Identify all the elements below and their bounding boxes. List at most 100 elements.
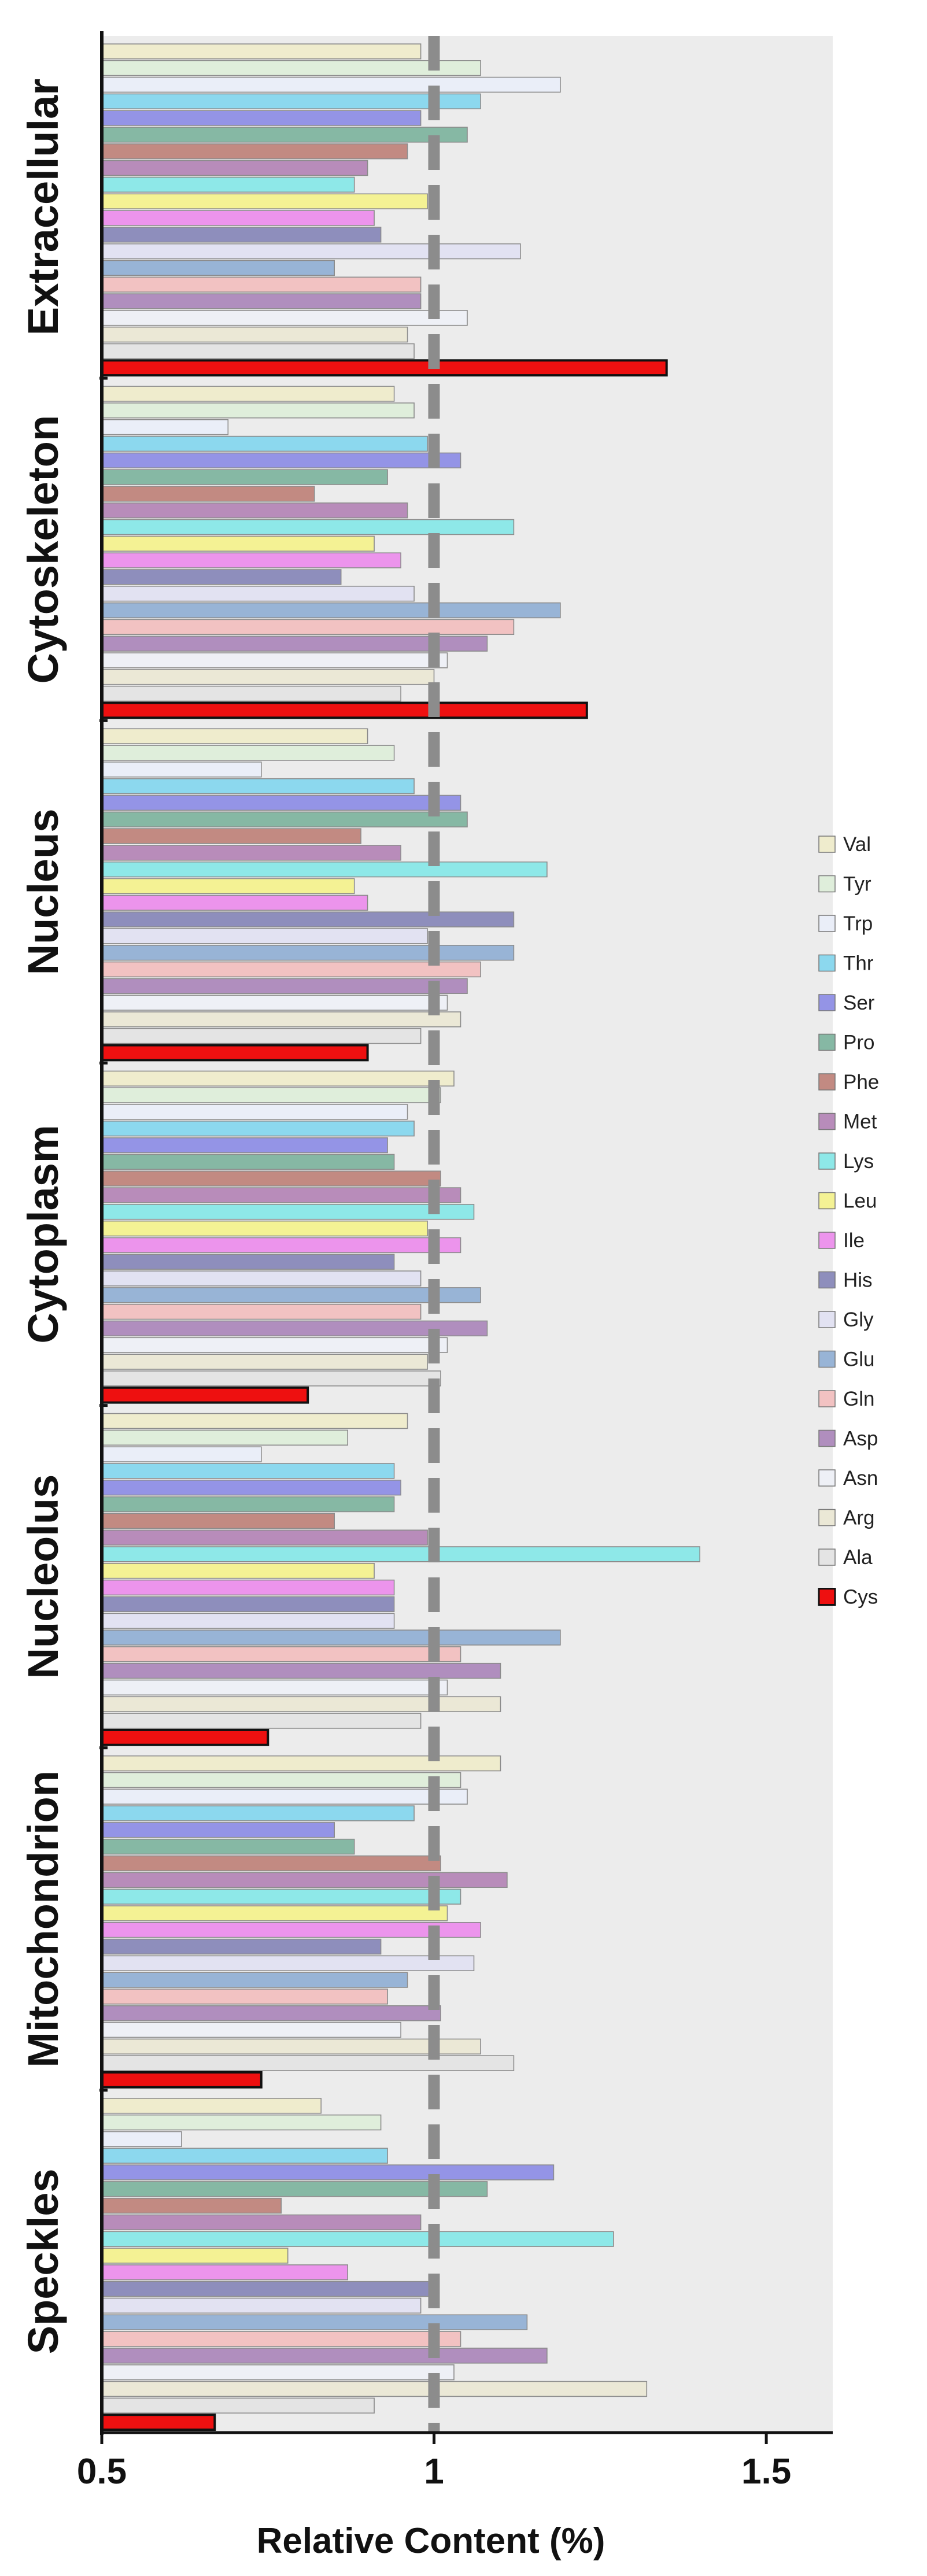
legend-swatch-ala bbox=[818, 1548, 836, 1566]
bar-nucleolus-thr bbox=[101, 1463, 395, 1479]
bar-extracellular-val bbox=[101, 43, 422, 60]
bar-extracellular-ala bbox=[101, 343, 415, 360]
bar-cytoplasm-trp bbox=[101, 1104, 408, 1120]
bar-extracellular-leu bbox=[101, 193, 428, 209]
legend-swatch-trp bbox=[818, 915, 836, 932]
bar-extracellular-gly bbox=[101, 243, 521, 260]
bar-speckles-trp bbox=[101, 2131, 182, 2148]
bar-cytoplasm-gly bbox=[101, 1270, 422, 1287]
legend-swatch-glu bbox=[818, 1350, 836, 1368]
bar-speckles-glu bbox=[101, 2314, 528, 2330]
bar-cytoskeleton-thr bbox=[101, 435, 428, 452]
legend-swatch-thr bbox=[818, 954, 836, 972]
group-label-nucleus: Nucleus bbox=[19, 808, 67, 975]
group-label-cytoplasm: Cytoplasm bbox=[19, 1125, 67, 1343]
bar-mitochondrion-his bbox=[101, 1938, 382, 1955]
bar-extracellular-glu bbox=[101, 260, 335, 276]
bar-mitochondrion-trp bbox=[101, 1788, 468, 1805]
bar-extracellular-his bbox=[101, 227, 382, 243]
bar-speckles-ala bbox=[101, 2397, 375, 2414]
bar-nucleus-tyr bbox=[101, 745, 395, 761]
bar-nucleus-lys bbox=[101, 861, 548, 878]
bar-nucleus-val bbox=[101, 728, 368, 744]
group-label-mitochondrion: Mitochondrion bbox=[19, 1771, 67, 2068]
legend-label-glu: Glu bbox=[843, 1348, 874, 1371]
legend-swatch-gln bbox=[818, 1390, 836, 1407]
legend-label-asn: Asn bbox=[843, 1467, 878, 1490]
bar-cytoplasm-tyr bbox=[101, 1087, 441, 1103]
bar-nucleolus-glu bbox=[101, 1629, 561, 1646]
bar-mitochondrion-gly bbox=[101, 1955, 475, 1971]
bar-extracellular-phe bbox=[101, 143, 408, 160]
bar-nucleolus-gly bbox=[101, 1613, 395, 1629]
bar-speckles-his bbox=[101, 2281, 435, 2297]
bar-extracellular-asp bbox=[101, 293, 422, 309]
bar-cytoskeleton-trp bbox=[101, 419, 229, 435]
bar-nucleolus-val bbox=[101, 1413, 408, 1429]
bar-nucleus-ser bbox=[101, 794, 461, 811]
axes-layer: 0.5 1 1.5 bbox=[77, 31, 833, 2492]
bar-extracellular-gln bbox=[101, 276, 422, 293]
bar-nucleolus-asp bbox=[101, 1662, 501, 1679]
bar-mitochondrion-lys bbox=[101, 1888, 461, 1905]
legend-swatch-leu bbox=[818, 1192, 836, 1210]
x-axis-title: Relative Content (%) bbox=[257, 2521, 605, 2561]
bar-cytoplasm-lys bbox=[101, 1204, 475, 1220]
bar-extracellular-ser bbox=[101, 110, 422, 126]
legend-swatch-val bbox=[818, 836, 836, 853]
bar-nucleolus-ile bbox=[101, 1579, 395, 1596]
bar-cytoplasm-arg bbox=[101, 1354, 428, 1370]
bar-cytoskeleton-gln bbox=[101, 619, 515, 635]
bar-cytoskeleton-phe bbox=[101, 486, 315, 502]
legend-label-phe: Phe bbox=[843, 1071, 879, 1093]
bar-cytoskeleton-gly bbox=[101, 585, 415, 602]
bar-mitochondrion-thr bbox=[101, 1805, 415, 1821]
x-tick-label: 1 bbox=[424, 2452, 444, 2492]
legend-label-val: Val bbox=[843, 833, 871, 856]
bar-nucleus-gln bbox=[101, 961, 481, 978]
bar-speckles-tyr bbox=[101, 2114, 382, 2131]
bar-nucleolus-cys bbox=[101, 1728, 269, 1746]
bar-cytoskeleton-met bbox=[101, 502, 408, 519]
bars-layer bbox=[101, 43, 700, 2431]
bar-cytoskeleton-asn bbox=[101, 652, 448, 668]
bar-nucleolus-his bbox=[101, 1596, 395, 1612]
bar-nucleolus-tyr bbox=[101, 1429, 349, 1446]
bar-extracellular-arg bbox=[101, 326, 408, 343]
group-label-cytoskeleton: Cytoskeleton bbox=[19, 415, 67, 684]
bar-cytoplasm-thr bbox=[101, 1121, 415, 1137]
legend-label-tyr: Tyr bbox=[843, 873, 871, 896]
bar-cytoplasm-cys bbox=[101, 1386, 309, 1404]
legend-label-ser: Ser bbox=[843, 992, 875, 1014]
bar-nucleolus-trp bbox=[101, 1446, 262, 1462]
legend-label-gly: Gly bbox=[843, 1309, 874, 1331]
bar-extracellular-pro bbox=[101, 127, 468, 143]
bar-mitochondrion-glu bbox=[101, 1972, 408, 1988]
bar-nucleolus-ala bbox=[101, 1713, 422, 1729]
bar-cytoskeleton-his bbox=[101, 569, 342, 585]
bar-speckles-met bbox=[101, 2214, 422, 2231]
bar-cytoskeleton-lys bbox=[101, 519, 515, 535]
bar-speckles-thr bbox=[101, 2148, 388, 2164]
bar-nucleolus-asn bbox=[101, 1679, 448, 1696]
bar-nucleolus-met bbox=[101, 1529, 428, 1546]
bar-cytoskeleton-ala bbox=[101, 685, 401, 702]
bar-cytoplasm-glu bbox=[101, 1287, 481, 1303]
bar-nucleus-glu bbox=[101, 945, 515, 961]
bar-cytoplasm-pro bbox=[101, 1154, 395, 1170]
bar-nucleolus-pro bbox=[101, 1496, 395, 1513]
legend-label-cys: Cys bbox=[843, 1586, 878, 1609]
legend-swatch-gly bbox=[818, 1311, 836, 1328]
bar-cytoskeleton-ser bbox=[101, 452, 461, 469]
bar-cytoskeleton-asp bbox=[101, 635, 488, 652]
bar-nucleus-thr bbox=[101, 778, 415, 794]
bar-cytoplasm-ser bbox=[101, 1137, 388, 1154]
legend-label-pro: Pro bbox=[843, 1032, 874, 1054]
legend-label-leu: Leu bbox=[843, 1190, 877, 1213]
bar-mitochondrion-cys bbox=[101, 2071, 263, 2089]
group-label-speckles: Speckles bbox=[19, 2168, 67, 2354]
legend-label-arg: Arg bbox=[843, 1507, 874, 1529]
bar-speckles-arg bbox=[101, 2381, 648, 2397]
legend-swatch-his bbox=[818, 1271, 836, 1289]
